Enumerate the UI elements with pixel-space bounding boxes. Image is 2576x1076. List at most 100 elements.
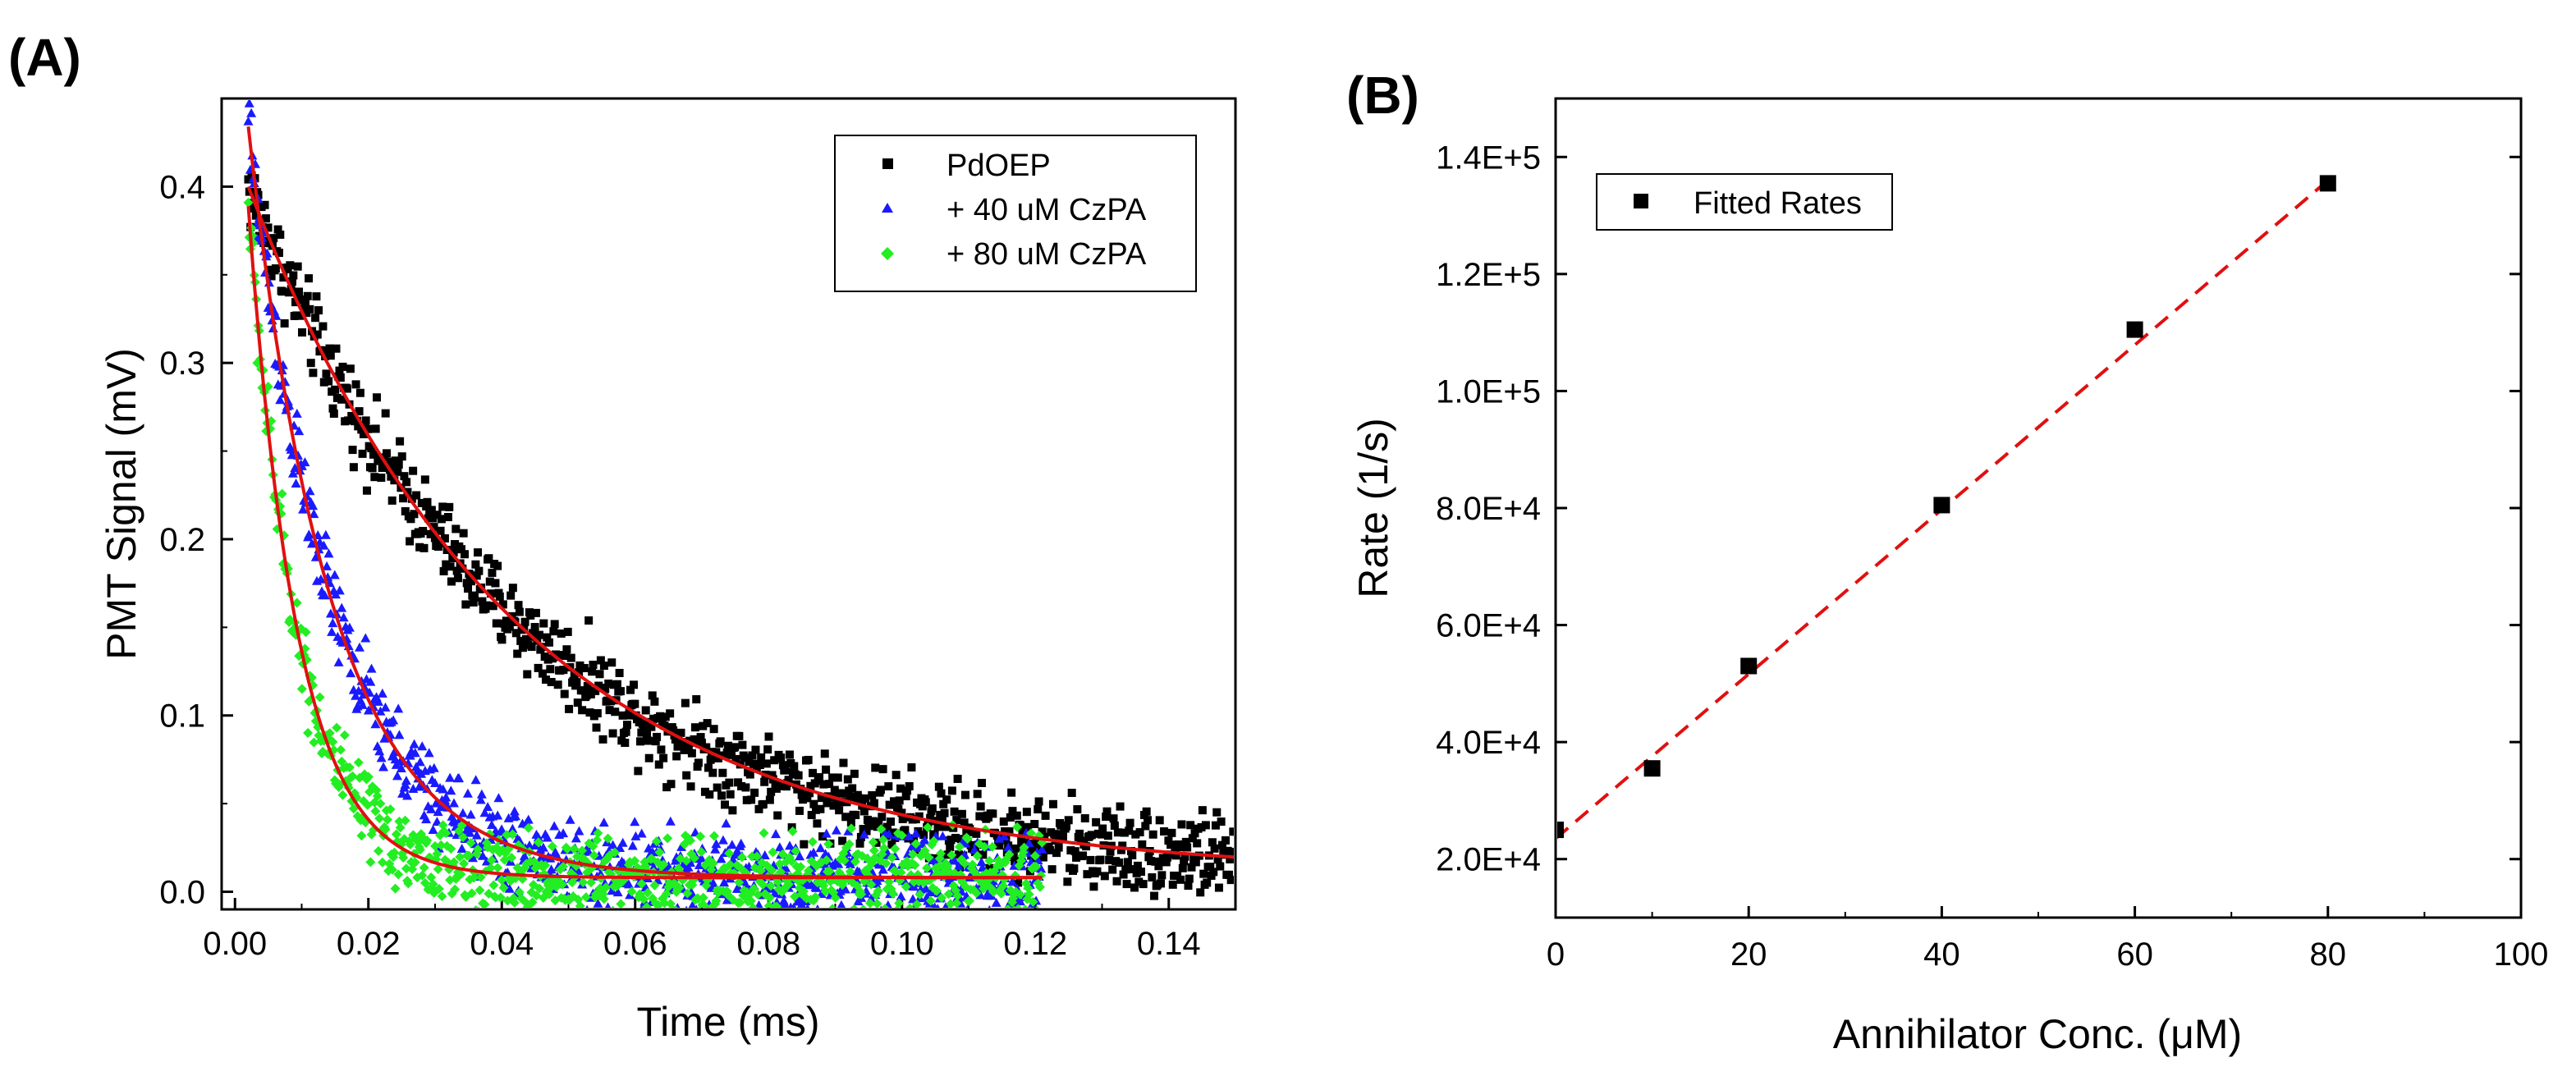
series-0-point — [580, 664, 589, 673]
series-0-point — [269, 234, 278, 243]
series-0-point — [728, 806, 737, 815]
series-2-point — [689, 853, 699, 863]
series-2-point — [696, 846, 707, 857]
series-0-point — [467, 577, 476, 586]
series-2-point — [380, 824, 391, 835]
series-1-point — [878, 864, 888, 874]
panel-b-x-tick-label: 0 — [1547, 936, 1565, 973]
series-0-point — [426, 529, 435, 538]
series-1-point — [774, 842, 785, 852]
series-0-point — [361, 416, 370, 425]
series-0-point — [430, 533, 439, 543]
series-1-point — [994, 833, 1005, 843]
series-0-point — [458, 564, 467, 573]
series-2-point — [403, 878, 414, 889]
series-0-point — [809, 799, 818, 808]
series-0-point — [599, 662, 608, 671]
series-0-point — [474, 566, 484, 575]
series-2-point — [654, 847, 665, 858]
series-2-point — [987, 841, 997, 852]
series-0-point — [588, 667, 597, 676]
fit-curve-series-0 — [246, 185, 1234, 859]
series-0-point — [738, 740, 747, 749]
series-1-point — [796, 899, 807, 908]
series-2-point — [498, 882, 509, 893]
series-0-point — [604, 679, 613, 688]
series-0-point — [745, 770, 754, 779]
series-2-point — [450, 884, 461, 895]
series-2-point — [748, 903, 759, 908]
series-0-point — [1118, 841, 1127, 850]
series-0-point — [747, 795, 756, 804]
series-1-point — [683, 862, 694, 872]
series-2-point — [896, 830, 907, 840]
series-1-point — [935, 904, 940, 908]
panel-b-x-tick-label: 40 — [1923, 936, 1960, 973]
series-0-point — [1130, 883, 1139, 892]
series-1-point — [988, 904, 991, 908]
series-2-point — [682, 888, 693, 899]
series-0-point — [706, 755, 715, 764]
series-0-point — [898, 814, 907, 823]
series-1-point — [811, 882, 822, 892]
series-0-point — [296, 311, 305, 320]
series-2-point — [598, 894, 609, 904]
series-1-point — [904, 831, 914, 840]
series-0-point — [937, 814, 947, 823]
series-2-point — [946, 899, 956, 908]
series-0-point — [562, 645, 571, 654]
series-0-point — [978, 778, 987, 787]
series-2-point — [914, 889, 925, 900]
series-1-point — [438, 784, 448, 794]
series-2-point — [475, 872, 486, 882]
series-0-point — [836, 789, 845, 798]
series-0-point — [741, 783, 750, 792]
series-2-point — [1014, 904, 1022, 908]
series-0-point — [795, 806, 804, 815]
series-1-point — [942, 902, 949, 908]
series-1-point — [736, 838, 746, 848]
series-1-point — [431, 798, 442, 808]
series-2-point — [353, 758, 364, 768]
series-0-point — [1108, 865, 1117, 874]
series-0-point — [907, 762, 916, 772]
series-0-point — [790, 762, 799, 771]
series-1-point — [478, 850, 488, 860]
series-1-point — [530, 840, 541, 849]
series-2-point — [446, 844, 456, 854]
series-2-point — [947, 849, 957, 860]
series-0-point — [999, 817, 1008, 826]
series-0-point — [1052, 849, 1061, 858]
series-0-point — [1185, 874, 1194, 883]
series-1-point — [649, 862, 659, 872]
series-0-point — [727, 750, 736, 759]
series-0-point — [276, 230, 285, 239]
series-0-point — [1210, 844, 1219, 853]
series-2-point — [754, 906, 758, 908]
fitted-rate-point — [2319, 175, 2336, 192]
series-2-point — [1012, 822, 1023, 832]
series-1-point — [565, 814, 575, 824]
series-0-point — [803, 794, 812, 803]
series-0-point — [1113, 828, 1122, 837]
series-2-point — [736, 852, 747, 863]
series-0-point — [1112, 877, 1121, 886]
series-0-point — [419, 543, 429, 552]
series-1-point — [309, 509, 319, 519]
series-0-point — [1147, 857, 1156, 866]
series-0-point — [1226, 876, 1234, 885]
series-0-point — [1014, 878, 1023, 887]
series-0-point — [1187, 863, 1196, 872]
series-1-point — [338, 612, 349, 622]
series-0-point — [387, 496, 396, 505]
series-0-point — [1203, 878, 1212, 887]
series-0-point — [887, 840, 896, 849]
legend-80um-label: + 80 uM CzPA — [947, 237, 1147, 272]
series-0-point — [406, 515, 415, 524]
series-0-point — [526, 611, 535, 620]
series-0-point — [523, 670, 532, 679]
series-0-point — [1133, 861, 1142, 870]
series-2-point — [585, 877, 596, 888]
series-0-point — [563, 627, 572, 636]
series-1-point — [886, 913, 896, 923]
